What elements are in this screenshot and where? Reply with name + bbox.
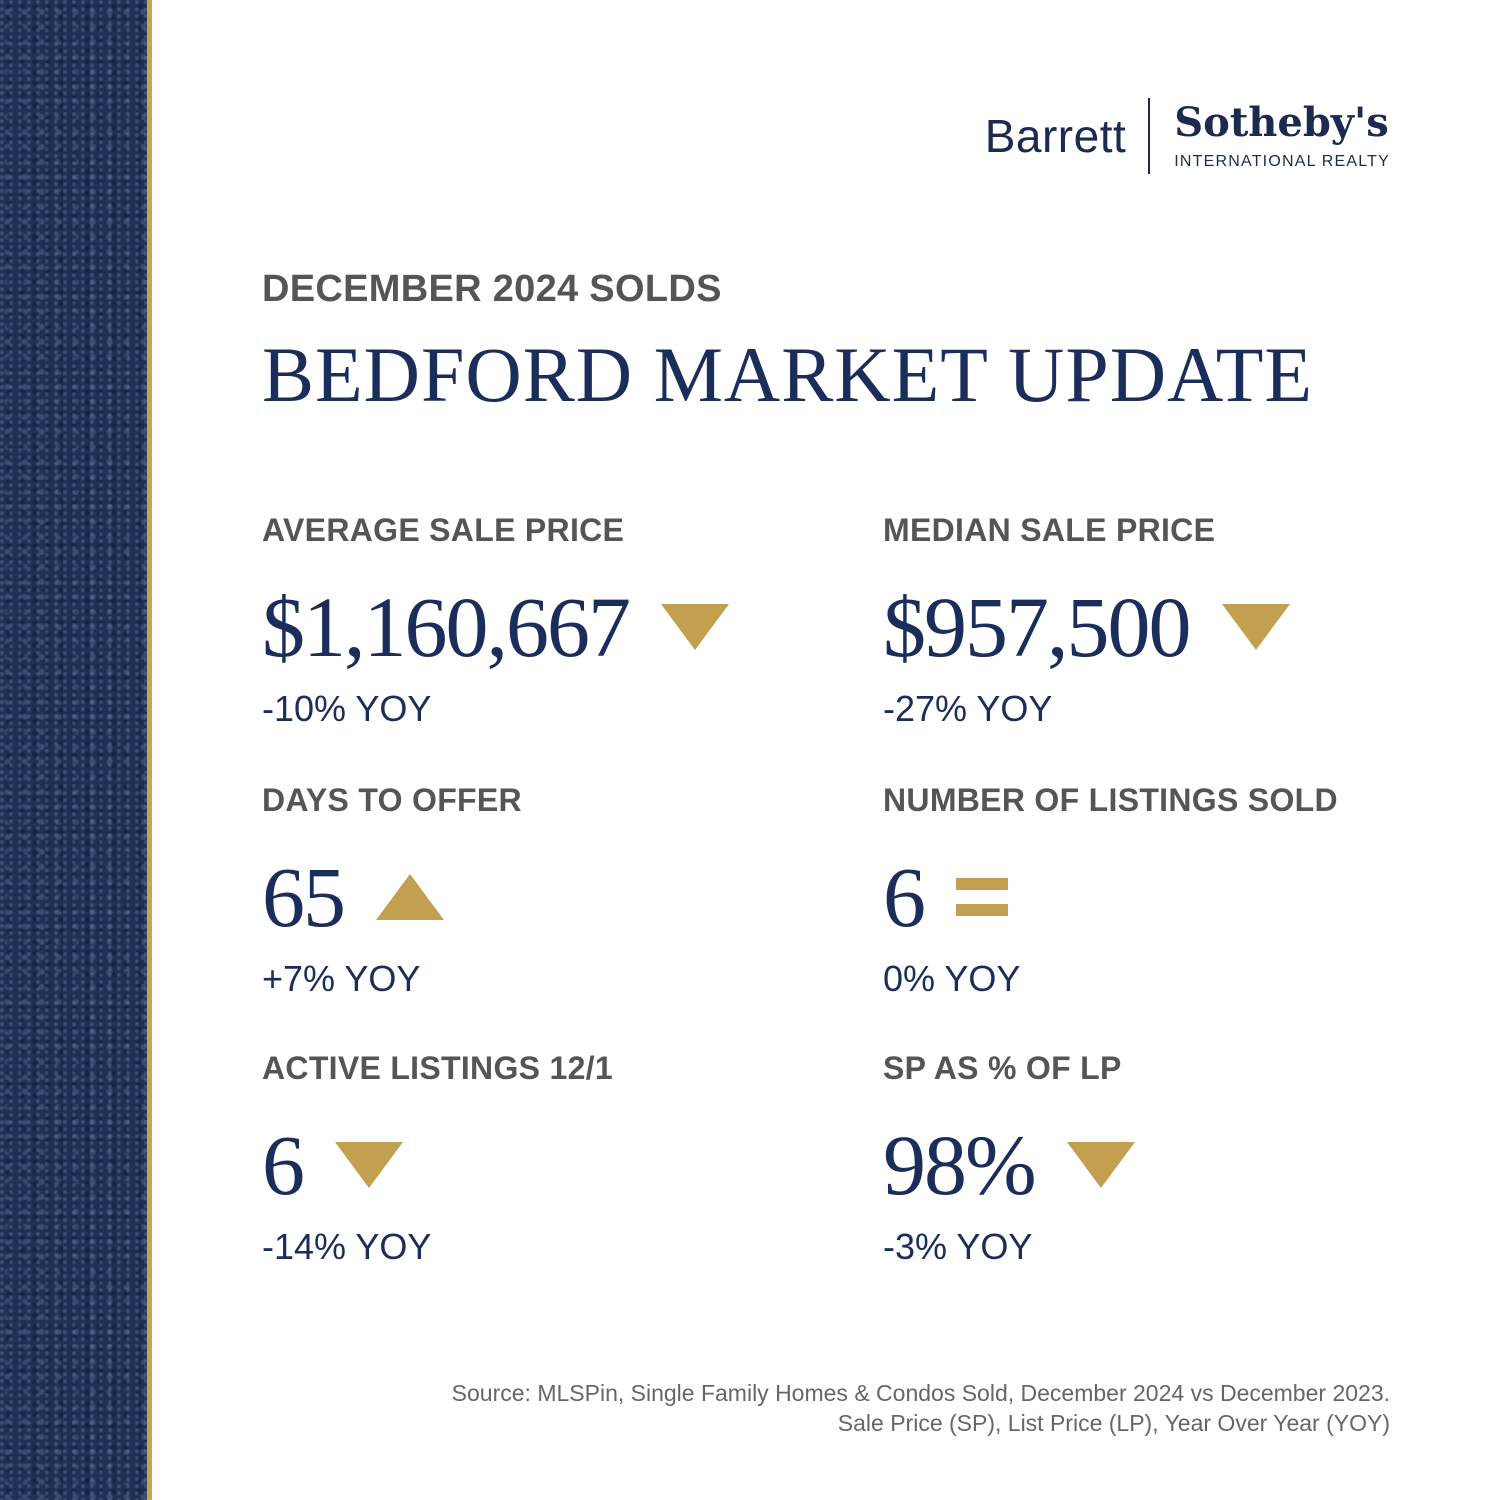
stat-label: NUMBER OF LISTINGS SOLD xyxy=(883,782,1338,818)
logo-sothebys: Sotheby's INTERNATIONAL REALTY xyxy=(1174,101,1390,171)
gold-divider-line xyxy=(147,0,152,1500)
page-kicker: DECEMBER 2024 SOLDS xyxy=(262,268,722,310)
trend-down-icon xyxy=(335,1142,403,1188)
leather-texture-strip xyxy=(0,0,147,1500)
stat-yoy: -3% YOY xyxy=(883,1226,1033,1267)
trend-down-icon xyxy=(661,604,729,650)
trend-down-icon xyxy=(1221,604,1290,650)
stat-value: 6 xyxy=(262,1117,305,1213)
logo-divider xyxy=(1148,98,1151,174)
stat-active-listings: ACTIVE LISTINGS 12/1 6 -14% YOY xyxy=(262,1050,613,1268)
stat-label: AVERAGE SALE PRICE xyxy=(262,512,625,548)
stat-yoy: 0% YOY xyxy=(883,958,1021,999)
stat-label: MEDIAN SALE PRICE xyxy=(883,512,1216,548)
trend-equal-icon xyxy=(956,878,1008,916)
stat-median-sale-price: MEDIAN SALE PRICE $957,500 -27% YOY xyxy=(883,512,1290,730)
source-line-2: Sale Price (SP), List Price (LP), Year O… xyxy=(837,1410,1390,1436)
brand-logo: Barrett Sotheby's INTERNATIONAL REALTY xyxy=(985,98,1390,174)
stat-average-sale-price: AVERAGE SALE PRICE $1,160,667 -10% YOY xyxy=(262,512,729,730)
stat-label: SP AS % OF LP xyxy=(883,1050,1122,1086)
stat-yoy: -14% YOY xyxy=(262,1226,432,1267)
logo-tagline: INTERNATIONAL REALTY xyxy=(1174,153,1390,170)
stat-label: ACTIVE LISTINGS 12/1 xyxy=(262,1050,613,1086)
source-line-1: Source: MLSPin, Single Family Homes & Co… xyxy=(451,1380,1390,1406)
trend-down-icon xyxy=(1066,1142,1135,1188)
stat-value: 98% xyxy=(883,1117,1037,1213)
stat-value: $957,500 xyxy=(883,579,1191,675)
stat-yoy: +7% YOY xyxy=(262,958,421,999)
stat-value: 65 xyxy=(262,849,346,945)
source-footnote: Source: MLSPin, Single Family Homes & Co… xyxy=(452,1378,1390,1438)
stat-yoy: -10% YOY xyxy=(262,688,432,729)
trend-up-icon xyxy=(376,874,444,920)
stat-yoy: -27% YOY xyxy=(883,688,1053,729)
logo-barrett: Barrett xyxy=(984,110,1127,162)
stat-sp-as-pct-lp: SP AS % OF LP 98% -3% YOY xyxy=(883,1050,1135,1268)
logo-sothebys-name: Sotheby's xyxy=(1174,99,1389,146)
stat-listings-sold: NUMBER OF LISTINGS SOLD 6 0% YOY xyxy=(883,782,1338,1000)
stat-days-to-offer: DAYS TO OFFER 65 +7% YOY xyxy=(262,782,522,1000)
stat-value: $1,160,667 xyxy=(262,579,631,675)
page-title: BEDFORD MARKET UPDATE xyxy=(262,331,1313,418)
stat-value: 6 xyxy=(883,849,926,945)
stat-label: DAYS TO OFFER xyxy=(262,782,522,818)
